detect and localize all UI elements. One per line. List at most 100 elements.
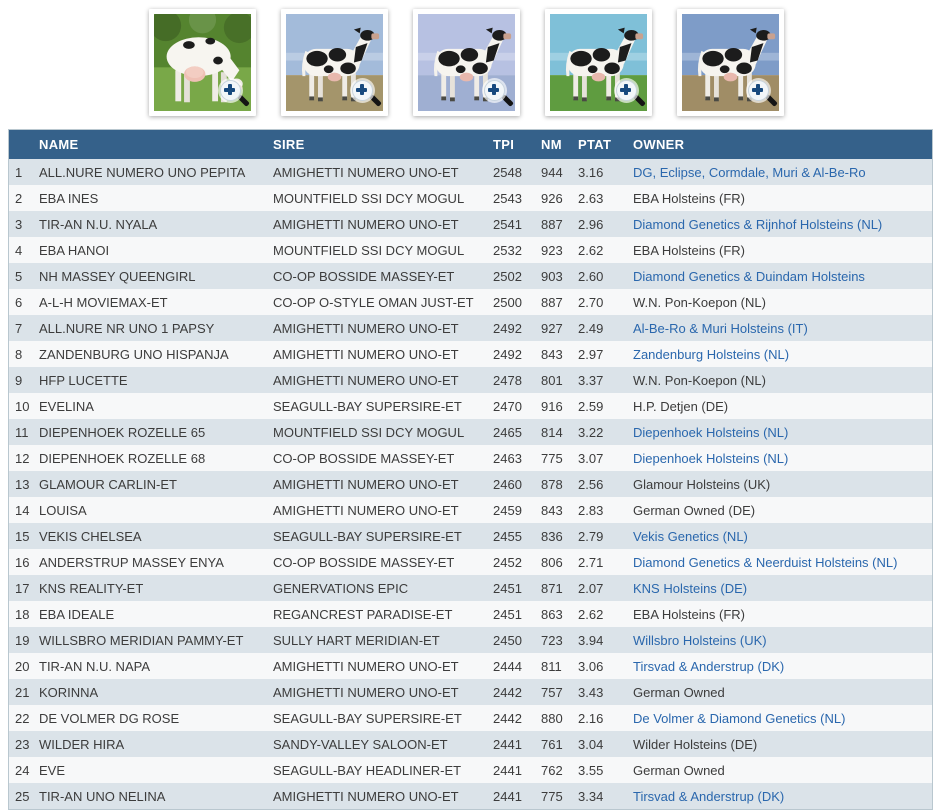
sire-cell: MOUNTFIELD SSI DCY MOGUL (273, 242, 465, 258)
name-cell: EBA IDEALE (39, 606, 115, 622)
owner-link[interactable]: Vekis Genetics (NL) (633, 528, 748, 544)
ptat-cell: 3.07 (578, 450, 604, 466)
table-row: 9 HFP LUCETTE AMIGHETTI NUMERO UNO-ET 24… (9, 367, 932, 393)
name-cell: EVELINA (39, 398, 94, 414)
ptat-cell: 2.97 (578, 346, 604, 362)
nm-cell: 762 (541, 762, 563, 778)
owner-cell: H.P. Detjen (DE) (633, 399, 932, 414)
cow-photo-1[interactable] (149, 9, 256, 116)
table-row: 18 EBA IDEALE REGANCREST PARADISE-ET 245… (9, 601, 932, 627)
rank-cell: 22 (15, 710, 30, 726)
owner-cell: De Volmer & Diamond Genetics (NL) (633, 711, 932, 726)
tpi-cell: 2441 (493, 788, 522, 804)
cow-photo[interactable] (550, 14, 647, 111)
cow-thumbnail-strip (0, 0, 933, 116)
ptat-cell: 2.70 (578, 294, 604, 310)
cow-photo-2[interactable] (281, 9, 388, 116)
zoom-magnifier-icon[interactable] (484, 80, 514, 108)
owner-name: W.N. Pon-Koepon (NL) (633, 372, 766, 388)
rank-cell: 5 (15, 268, 23, 284)
cow-photo[interactable] (682, 14, 779, 111)
rank-cell: 14 (15, 502, 30, 518)
zoom-magnifier-icon[interactable] (352, 80, 382, 108)
cow-photo[interactable] (418, 14, 515, 111)
nm-cell: 927 (541, 320, 563, 336)
cow-photo[interactable] (286, 14, 383, 111)
magnifier-lens (352, 80, 373, 101)
nm-cell: 723 (541, 632, 563, 648)
rank-cell: 19 (15, 632, 30, 648)
owner-link[interactable]: Al-Be-Ro & Muri Holsteins (IT) (633, 320, 808, 336)
owner-cell: Diamond Genetics & Duindam Holsteins (633, 269, 932, 284)
header-tpi: TPI (493, 137, 515, 152)
ptat-cell: 2.62 (578, 606, 604, 622)
owner-link[interactable]: Diamond Genetics & Neerduist Holsteins (… (633, 554, 898, 570)
owner-link[interactable]: Diepenhoek Holsteins (NL) (633, 450, 789, 466)
owner-link[interactable]: Diamond Genetics & Duindam Holsteins (633, 268, 865, 284)
ptat-cell: 3.34 (578, 788, 604, 804)
owner-name: German Owned (DE) (633, 502, 756, 518)
zoom-magnifier-icon[interactable] (220, 80, 250, 108)
table-row: 14 LOUISA AMIGHETTI NUMERO UNO-ET 2459 8… (9, 497, 932, 523)
zoom-magnifier-icon[interactable] (616, 80, 646, 108)
ptat-cell: 2.07 (578, 580, 604, 596)
rank-cell: 23 (15, 736, 30, 752)
magnifier-lens (748, 80, 769, 101)
owner-cell: German Owned (633, 763, 932, 778)
owner-cell: W.N. Pon-Koepon (NL) (633, 373, 932, 388)
tpi-cell: 2543 (493, 190, 522, 206)
owner-cell: German Owned (DE) (633, 503, 932, 518)
table-row: 22 DE VOLMER DG ROSE SEAGULL-BAY SUPERSI… (9, 705, 932, 731)
rank-cell: 12 (15, 450, 30, 466)
owner-cell: Zandenburg Holsteins (NL) (633, 347, 932, 362)
tpi-ranking-table: NAME SIRE TPI NM PTAT OWNER 1 ALL.NURE N… (8, 129, 933, 810)
ptat-cell: 2.60 (578, 268, 604, 284)
sire-cell: CO-OP O-STYLE OMAN JUST-ET (273, 294, 474, 310)
sire-cell: REGANCREST PARADISE-ET (273, 606, 453, 622)
plus-icon (228, 84, 232, 95)
owner-link[interactable]: Willsbro Holsteins (UK) (633, 632, 767, 648)
nm-cell: 843 (541, 502, 563, 518)
cow-photo[interactable] (154, 14, 251, 111)
rank-cell: 9 (15, 372, 23, 388)
nm-cell: 863 (541, 606, 563, 622)
ptat-cell: 2.63 (578, 190, 604, 206)
nm-cell: 887 (541, 216, 563, 232)
tpi-cell: 2500 (493, 294, 522, 310)
header-name: NAME (39, 137, 79, 152)
owner-link[interactable]: Diamond Genetics & Rijnhof Holsteins (NL… (633, 216, 883, 232)
owner-link[interactable]: De Volmer & Diamond Genetics (NL) (633, 710, 846, 726)
cow-photo-3[interactable] (413, 9, 520, 116)
tpi-cell: 2470 (493, 398, 522, 414)
sire-cell: CO-OP BOSSIDE MASSEY-ET (273, 554, 455, 570)
rank-cell: 10 (15, 398, 30, 414)
tpi-cell: 2451 (493, 606, 522, 622)
owner-cell: Diamond Genetics & Neerduist Holsteins (… (633, 555, 932, 570)
owner-link[interactable]: DG, Eclipse, Cormdale, Muri & Al-Be-Ro (633, 164, 866, 180)
plus-icon (756, 84, 760, 95)
table-row: 23 WILDER HIRA SANDY-VALLEY SALOON-ET 24… (9, 731, 932, 757)
cow-photo-4[interactable] (545, 9, 652, 116)
owner-link[interactable]: Zandenburg Holsteins (NL) (633, 346, 790, 362)
rank-cell: 15 (15, 528, 30, 544)
sire-cell: GENERVATIONS EPIC (273, 580, 409, 596)
sire-cell: AMIGHETTI NUMERO UNO-ET (273, 346, 459, 362)
cow-photo-5[interactable] (677, 9, 784, 116)
owner-link[interactable]: Tirsvad & Anderstrup (DK) (633, 788, 785, 804)
rank-cell: 8 (15, 346, 23, 362)
tpi-cell: 2450 (493, 632, 522, 648)
table-row: 17 KNS REALITY-ET GENERVATIONS EPIC 2451… (9, 575, 932, 601)
tpi-cell: 2541 (493, 216, 522, 232)
ptat-cell: 2.96 (578, 216, 604, 232)
owner-link[interactable]: Diepenhoek Holsteins (NL) (633, 424, 789, 440)
tpi-cell: 2452 (493, 554, 522, 570)
table-row: 25 TIR-AN UNO NELINA AMIGHETTI NUMERO UN… (9, 783, 932, 809)
table-row: 8 ZANDENBURG UNO HISPANJA AMIGHETTI NUME… (9, 341, 932, 367)
sire-cell: AMIGHETTI NUMERO UNO-ET (273, 684, 459, 700)
ptat-cell: 2.59 (578, 398, 604, 414)
owner-link[interactable]: Tirsvad & Anderstrup (DK) (633, 658, 785, 674)
owner-link[interactable]: KNS Holsteins (DE) (633, 580, 748, 596)
zoom-magnifier-icon[interactable] (748, 80, 778, 108)
ptat-cell: 2.49 (578, 320, 604, 336)
rank-cell: 3 (15, 216, 23, 232)
